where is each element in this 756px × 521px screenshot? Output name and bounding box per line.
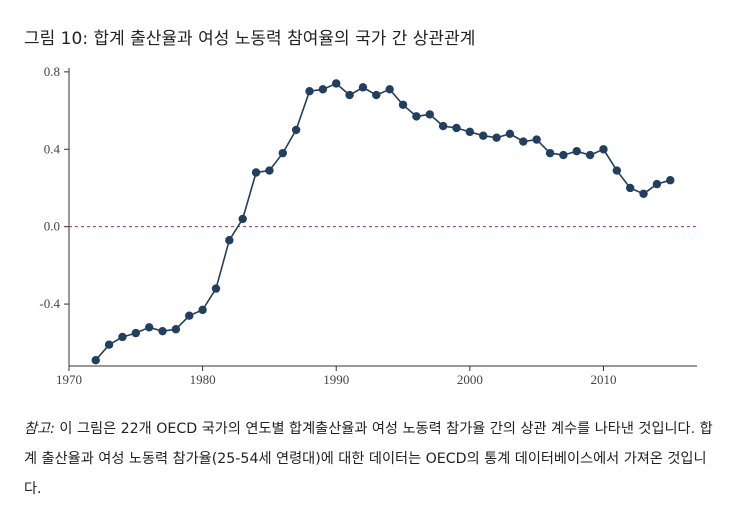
data-point [291,125,301,135]
data-point [559,150,568,160]
data-point [265,166,274,175]
data-point [465,127,475,137]
chart-title: 그림 10: 합계 출산율과 여성 노동력 참여율의 국가 간 상관관계 [24,29,476,49]
data-point [171,325,181,334]
data-point [492,133,501,142]
data-point [425,110,434,119]
data-point [479,131,488,140]
data-point [358,83,368,92]
data-point [398,100,408,109]
data-point [144,323,154,332]
data-point [305,87,314,96]
line-chart: 0.8 0.4 0.0 -0.4 1970 1980 1990 2000 2010 [39,64,697,387]
data-point [385,85,394,94]
x-tick-label: 2010 [590,372,616,387]
data-point [225,236,234,245]
data-point [91,355,100,365]
data-point [158,326,167,336]
data-point [238,214,247,224]
data-point [452,123,461,133]
x-tick-label: 2000 [457,372,483,387]
data-point [505,129,515,138]
data-point [585,150,595,160]
data-point [278,148,287,158]
data-point [185,311,194,320]
y-tick-label: -0.4 [39,296,60,311]
data-point [332,79,341,88]
x-tick-label: 1970 [56,372,82,387]
data-point [545,148,555,158]
data-point [599,145,608,154]
y-tick-label: 0.8 [44,64,60,79]
data-point [639,189,648,198]
data-point [104,340,114,349]
chart-note: 참고: 이 그림은 22개 OECD 국가의 연도별 합계출산율과 여성 노동력… [24,414,724,504]
data-point [612,166,622,175]
data-point [519,137,528,146]
y-tick-label: 0.0 [44,219,60,234]
note-label: 참고: [24,421,55,437]
data-point [345,90,354,100]
x-tick-label: 1990 [323,372,349,387]
data-point [131,328,141,338]
data-point [666,176,675,185]
data-point [372,90,381,100]
data-point [572,147,581,156]
data-point [198,305,207,315]
data-point [625,183,635,193]
data-point [438,121,448,131]
data-point [118,332,127,342]
series-line [95,82,671,361]
y-tick-label: 0.4 [44,141,61,156]
data-point [211,284,221,293]
data-point [652,179,662,189]
data-point [318,85,328,94]
note-text: 이 그림은 22개 OECD 국가의 연도별 합계출산율과 여성 노동력 참가율… [24,421,713,497]
data-point [532,135,541,144]
x-tick-label: 1980 [190,372,216,387]
data-point [412,112,421,121]
data-point [251,168,261,177]
